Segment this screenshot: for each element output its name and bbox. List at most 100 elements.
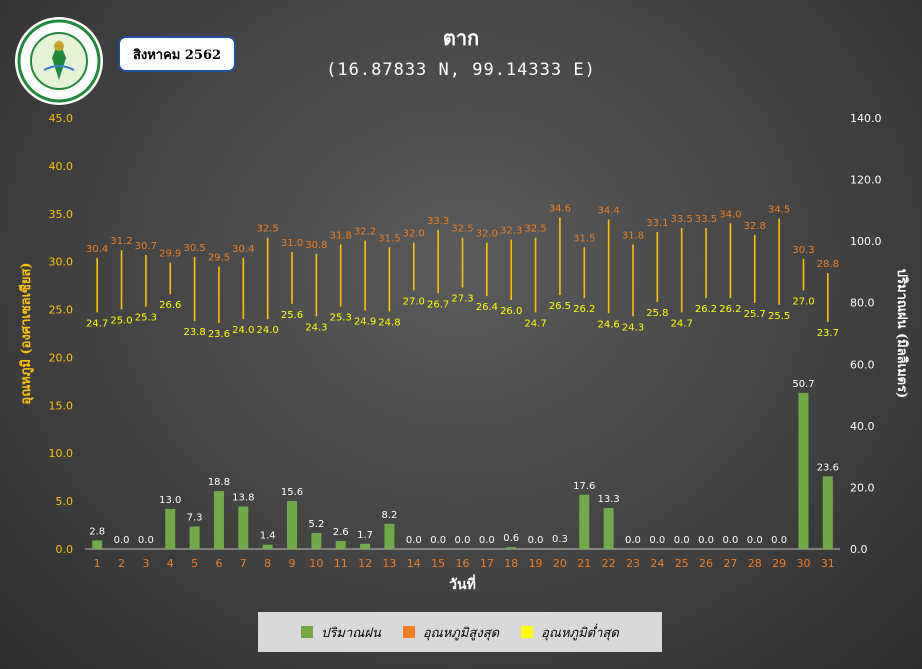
rain-bar (506, 547, 517, 549)
x-tick-label: 13 (382, 557, 396, 570)
rain-data-label: 0.0 (698, 535, 714, 546)
y-left-tick-label: 15.0 (49, 399, 74, 412)
rain-data-label: 1.4 (260, 531, 276, 542)
x-tick-label: 19 (529, 557, 543, 570)
rain-data-label: 50.7 (792, 379, 814, 390)
tmin-data-label: 23.7 (817, 328, 839, 339)
x-tick-label: 9 (289, 557, 296, 570)
tmin-data-label: 23.8 (183, 327, 205, 338)
tmax-data-label: 32.8 (744, 221, 766, 232)
rain-data-label: 1.7 (357, 530, 373, 541)
y-left-tick-label: 45.0 (49, 112, 74, 125)
tmax-data-label: 29.5 (208, 252, 230, 263)
tmax-data-label: 31.0 (281, 238, 303, 249)
month-label: สิงหาคม 2562 (118, 36, 236, 72)
tmax-data-label: 32.0 (403, 229, 425, 240)
chart-legend: ปริมาณฝน อุณหภูมิสูงสุด อุณหภูมิต่ำสุด (258, 612, 662, 652)
y-left-axis-title: อุณหภูมิ (องศาเซลเซียส) (18, 262, 34, 404)
legend-swatch-tmin (521, 626, 534, 638)
y-left-tick-label: 10.0 (49, 447, 74, 460)
rain-data-label: 0.0 (479, 535, 495, 546)
rain-data-label: 23.6 (817, 462, 839, 473)
rain-data-label: 0.0 (722, 535, 738, 546)
rain-data-label: 13.3 (597, 494, 619, 505)
legend-item-tmax: อุณหภูมิสูงสุด (402, 622, 500, 643)
tmax-data-label: 30.3 (792, 245, 814, 256)
y-right-tick-label: 120.0 (850, 174, 882, 187)
tmax-data-label: 33.1 (646, 218, 668, 229)
y-right-tick-label: 140.0 (850, 112, 882, 125)
tmin-data-label: 25.3 (330, 313, 352, 324)
y-left-tick-label: 35.0 (49, 208, 74, 221)
tmax-data-label: 32.0 (476, 229, 498, 240)
tmax-data-label: 33.5 (695, 214, 717, 225)
tmax-data-label: 31.8 (330, 230, 352, 241)
tmin-data-label: 24.7 (86, 318, 108, 329)
legend-label-tmin: อุณหภูมิต่ำสุด (541, 625, 619, 641)
y-right-tick-label: 20.0 (850, 481, 875, 494)
tmax-data-label: 33.5 (671, 214, 693, 225)
tmin-data-label: 25.0 (110, 316, 132, 327)
tmin-data-label: 24.7 (671, 318, 693, 329)
rain-data-label: 15.6 (281, 487, 303, 498)
tmin-data-label: 26.0 (500, 306, 522, 317)
tmax-data-label: 30.5 (183, 243, 205, 254)
rain-bar (360, 543, 371, 549)
x-tick-label: 23 (626, 557, 640, 570)
rain-bar (213, 491, 224, 549)
rain-bar (262, 544, 273, 549)
rain-data-label: 0.0 (528, 535, 544, 546)
rain-data-label: 0.0 (674, 535, 690, 546)
tmax-data-label: 34.5 (768, 205, 790, 216)
x-tick-label: 18 (504, 557, 518, 570)
legend-label-tmax: อุณหภูมิสูงสุด (422, 625, 500, 641)
rain-data-label: 0.0 (406, 535, 422, 546)
rain-data-label: 0.0 (114, 535, 130, 546)
y-right-tick-label: 40.0 (850, 420, 875, 433)
tmax-data-label: 32.2 (354, 227, 376, 238)
tmin-data-label: 25.7 (744, 309, 766, 320)
tmin-data-label: 27.0 (403, 296, 425, 307)
x-tick-label: 15 (431, 557, 445, 570)
x-tick-label: 8 (264, 557, 271, 570)
rain-bar (287, 500, 298, 549)
tmin-data-label: 26.2 (695, 304, 717, 315)
x-tick-label: 16 (456, 557, 470, 570)
x-tick-label: 5 (191, 557, 198, 570)
x-tick-label: 2 (118, 557, 125, 570)
y-right-tick-label: 80.0 (850, 297, 875, 310)
tmin-data-label: 23.6 (208, 329, 230, 340)
x-tick-label: 22 (602, 557, 616, 570)
tmin-data-label: 25.5 (768, 311, 790, 322)
rain-data-label: 0.0 (138, 535, 154, 546)
rain-bar (579, 494, 590, 549)
x-tick-label: 11 (334, 557, 348, 570)
tmax-data-label: 30.8 (305, 240, 327, 251)
tmax-data-label: 32.5 (257, 224, 279, 235)
rain-data-label: 0.0 (625, 535, 641, 546)
tmax-data-label: 31.5 (573, 233, 595, 244)
x-tick-label: 10 (309, 557, 323, 570)
y-right-tick-label: 100.0 (850, 235, 882, 248)
rain-data-label: 0.0 (455, 535, 471, 546)
chart-subtitle-coordinates: (16.87833 N, 99.14333 E) (326, 60, 596, 80)
tmax-data-label: 30.4 (232, 244, 254, 255)
x-tick-label: 24 (650, 557, 664, 570)
tmax-data-label: 32.5 (524, 224, 546, 235)
tmin-data-label: 24.9 (354, 317, 376, 328)
x-tick-label: 6 (215, 557, 222, 570)
x-tick-label: 20 (553, 557, 567, 570)
tmax-data-label: 30.4 (86, 244, 108, 255)
tmax-data-label: 31.5 (378, 233, 400, 244)
rain-data-label: 0.3 (552, 534, 568, 545)
x-tick-label: 26 (699, 557, 713, 570)
x-tick-label: 25 (675, 557, 689, 570)
tmax-data-label: 32.5 (451, 224, 473, 235)
rain-data-label: 0.0 (649, 535, 665, 546)
x-tick-label: 4 (167, 557, 174, 570)
tmin-data-label: 26.2 (573, 304, 595, 315)
y-right-tick-label: 0.0 (850, 543, 868, 556)
rain-data-label: 5.2 (308, 519, 324, 530)
x-tick-label: 7 (240, 557, 247, 570)
